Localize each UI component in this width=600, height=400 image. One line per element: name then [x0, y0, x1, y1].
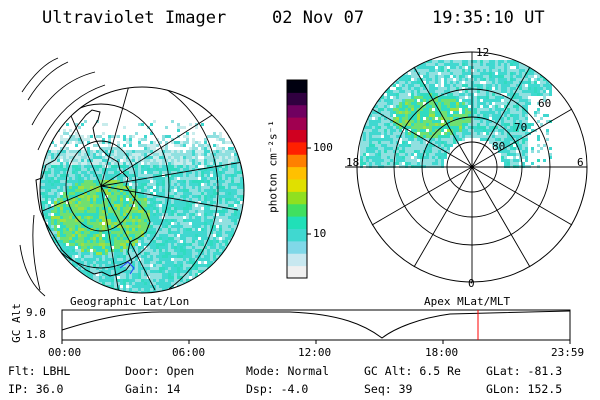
- altitude-plot: [61, 309, 571, 344]
- altitude-x-ticks: [61, 340, 571, 344]
- date-label: 02 Nov 07: [272, 8, 365, 28]
- footer-seq: Seq: 39: [364, 382, 413, 396]
- footer-mode: Mode: Normal: [246, 364, 330, 378]
- instrument-title: Ultraviolet Imager: [42, 8, 227, 28]
- footer-gain: Gain: 14: [125, 382, 181, 396]
- mlat-label-60: 60: [538, 97, 552, 110]
- mlt-label-12: 12: [476, 46, 490, 59]
- coastline: [35, 109, 151, 277]
- mlat-label-80: 80: [492, 140, 506, 153]
- altitude-ytick-bottom: 1.8: [26, 328, 46, 341]
- altitude-xtick-0: 00:00: [48, 346, 82, 359]
- magnetic-image: [345, 51, 588, 283]
- altitude-ylabel: GC Alt: [10, 303, 23, 343]
- lat-circle-mid: [40, 103, 170, 269]
- colorbar-tick-10: 10: [313, 227, 327, 240]
- mlt-label-0: 0: [468, 277, 475, 290]
- colorbar-tick-100: 100: [313, 141, 333, 154]
- footer-glon: GLon: 152.5: [486, 382, 563, 396]
- geographic-image: [19, 57, 245, 297]
- outer-grid-arcs: [19, 57, 106, 297]
- lat-circle-inner: [65, 140, 137, 232]
- altitude-xtick-4: 23:59: [551, 346, 585, 359]
- altitude-xtick-2: 12:00: [298, 346, 332, 359]
- altitude-xtick-1: 06:00: [172, 346, 206, 359]
- footer-glat: GLat: -81.3: [486, 364, 563, 378]
- magnetic-panel-label: Apex MLat/MLT: [424, 295, 511, 308]
- mlt-label-18: 18: [346, 156, 360, 169]
- colorbar-unit-label: photon cm⁻²s⁻¹: [266, 120, 280, 213]
- geographic-panel-label: Geographic Lat/Lon: [70, 295, 190, 308]
- altitude-xtick-3: 18:00: [425, 346, 459, 359]
- footer-ip: IP: 36.0: [8, 382, 64, 396]
- footer-gc-alt: GC Alt: 6.5 Re: [364, 364, 461, 378]
- time-label: 19:35:10 UT: [432, 8, 545, 28]
- altitude-curve: [61, 310, 571, 339]
- lat-circle-outer: [40, 87, 219, 293]
- mlt-label-6: 6: [577, 156, 584, 169]
- colorbar: [286, 79, 311, 279]
- footer-filter: Flt: LBHL: [8, 364, 71, 378]
- mlat-label-70: 70: [514, 121, 528, 134]
- altitude-ytick-top: 9.0: [26, 306, 46, 319]
- footer-dsp: Dsp: -4.0: [246, 382, 309, 396]
- footer-door: Door: Open: [125, 364, 195, 378]
- mlt-lines: [345, 52, 587, 282]
- meridians: [40, 87, 244, 293]
